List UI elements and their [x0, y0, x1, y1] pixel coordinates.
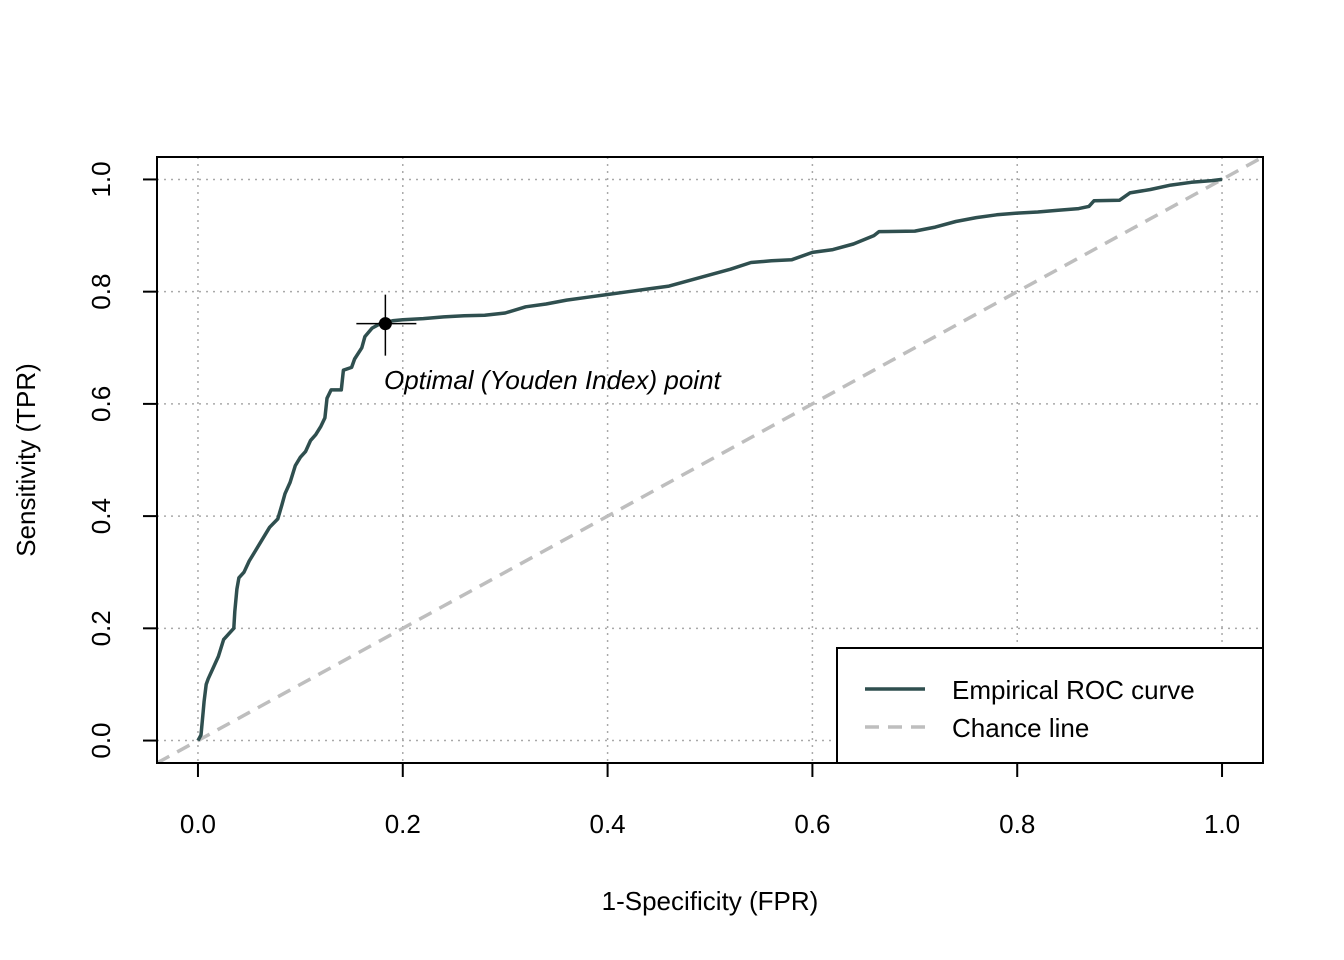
optimal-point-marker [356, 294, 417, 356]
y-tick-label-0: 0.0 [86, 722, 116, 758]
x-tick-label-5: 1.0 [1204, 809, 1240, 839]
roc-curve-line [196, 177, 1223, 742]
y-tick-label-1: 0.2 [86, 610, 116, 646]
optimal-point-dot [378, 317, 392, 331]
y-tick-label-5: 1.0 [86, 161, 116, 197]
chance-line [157, 157, 1263, 763]
legend-label-roc: Empirical ROC curve [952, 675, 1195, 705]
x-tick-label-4: 0.8 [999, 809, 1035, 839]
legend-box [836, 647, 1264, 764]
legend: Empirical ROC curve Chance line [836, 647, 1264, 764]
legend-label-chance: Chance line [952, 713, 1089, 743]
x-tick-label-3: 0.6 [794, 809, 830, 839]
y-axis-title: Sensitivity (TPR) [11, 363, 41, 557]
y-axis: 0.0 0.2 0.4 0.6 0.8 1.0 [86, 161, 158, 759]
x-axis-title: 1-Specificity (FPR) [602, 886, 819, 916]
y-tick-label-3: 0.6 [86, 386, 116, 422]
x-tick-label-2: 0.4 [590, 809, 626, 839]
optimal-point-label: Optimal (Youden Index) point [384, 365, 723, 395]
y-tick-label-2: 0.4 [86, 498, 116, 534]
x-tick-label-0: 0.0 [180, 809, 216, 839]
x-axis: 0.0 0.2 0.4 0.6 0.8 1.0 [180, 762, 1240, 839]
series-layer [157, 157, 1263, 763]
x-tick-label-1: 0.2 [385, 809, 421, 839]
y-tick-label-4: 0.8 [86, 274, 116, 310]
